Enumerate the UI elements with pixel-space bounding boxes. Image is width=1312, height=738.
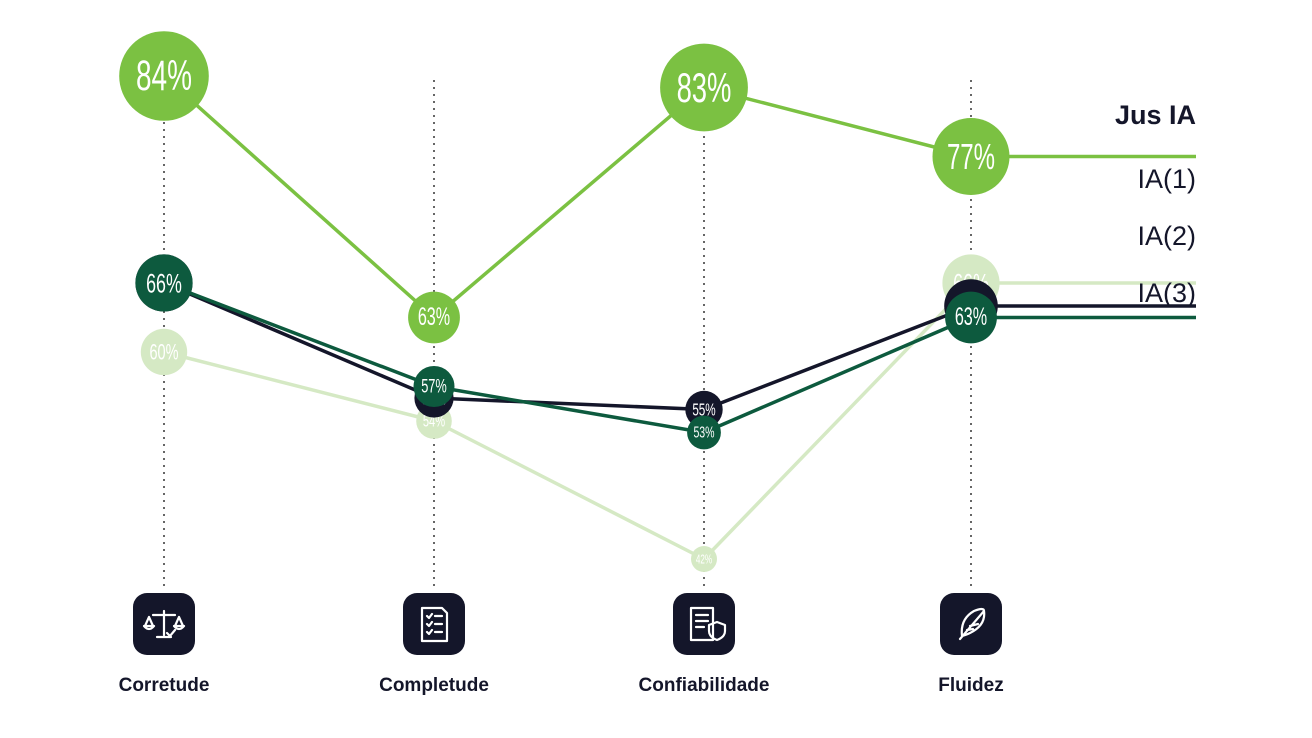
data-point-ia-3- — [413, 366, 455, 407]
data-point-jus-ia — [119, 31, 209, 121]
data-label-ia-1-: 60% — [150, 340, 179, 365]
icon-stroke — [420, 606, 449, 643]
icon-stroke — [958, 607, 986, 641]
data-label-ia-3-: 66% — [146, 268, 182, 299]
legend-label-jus-ia: Jus IA — [1115, 100, 1196, 130]
category-label-completude: Completude — [379, 675, 489, 696]
data-label-jus-ia: 77% — [947, 136, 995, 177]
legend-label-ia-3-: IA(3) — [1137, 278, 1196, 308]
data-point-ia-1- — [140, 328, 188, 376]
feather-icon — [940, 593, 1002, 655]
data-label-jus-ia: 83% — [677, 64, 732, 111]
data-label-ia-3-: 57% — [421, 376, 447, 398]
category-label-confiabilidade: Confiabilidade — [639, 675, 770, 696]
legend-label-ia-1-: IA(1) — [1137, 164, 1196, 194]
data-points: 60%54%42%66%66%56%55%64%66%57%53%63%84%6… — [119, 31, 1010, 572]
data-point-ia-3- — [687, 415, 721, 450]
data-point-ia-1- — [691, 546, 717, 572]
icon-stroke — [689, 606, 727, 642]
legend: Jus IA IA(1) IA(2) IA(3) — [1115, 100, 1196, 308]
data-label-ia-3-: 53% — [693, 424, 714, 442]
checklist-icon — [403, 593, 465, 655]
category-labels: Corretude Completude Confiabilidade Fluidez — [119, 675, 1004, 696]
data-point-ia-3- — [945, 291, 997, 344]
data-point-jus-ia — [408, 291, 460, 344]
series-line-ia-1- — [163, 281, 1196, 561]
legend-label-ia-2-: IA(2) — [1137, 221, 1196, 251]
data-label-jus-ia: 63% — [418, 304, 450, 331]
series-lines — [162, 74, 1196, 561]
document-shield-icon — [673, 593, 735, 655]
data-label-ia-3-: 63% — [955, 304, 987, 331]
category-icons — [133, 593, 1002, 655]
data-point-ia-3- — [135, 254, 193, 312]
data-point-jus-ia — [660, 43, 748, 132]
data-label-jus-ia: 84% — [136, 52, 192, 100]
data-point-jus-ia — [932, 118, 1010, 195]
category-label-fluidez: Fluidez — [938, 675, 1003, 696]
icon-tile — [940, 593, 1002, 655]
scale-icon — [133, 593, 195, 655]
data-label-ia-1-: 42% — [696, 552, 713, 567]
icon-tile — [673, 593, 735, 655]
category-label-corretude: Corretude — [119, 675, 210, 696]
icon-stroke — [142, 609, 186, 639]
data-label-ia-2-: 55% — [692, 400, 716, 420]
